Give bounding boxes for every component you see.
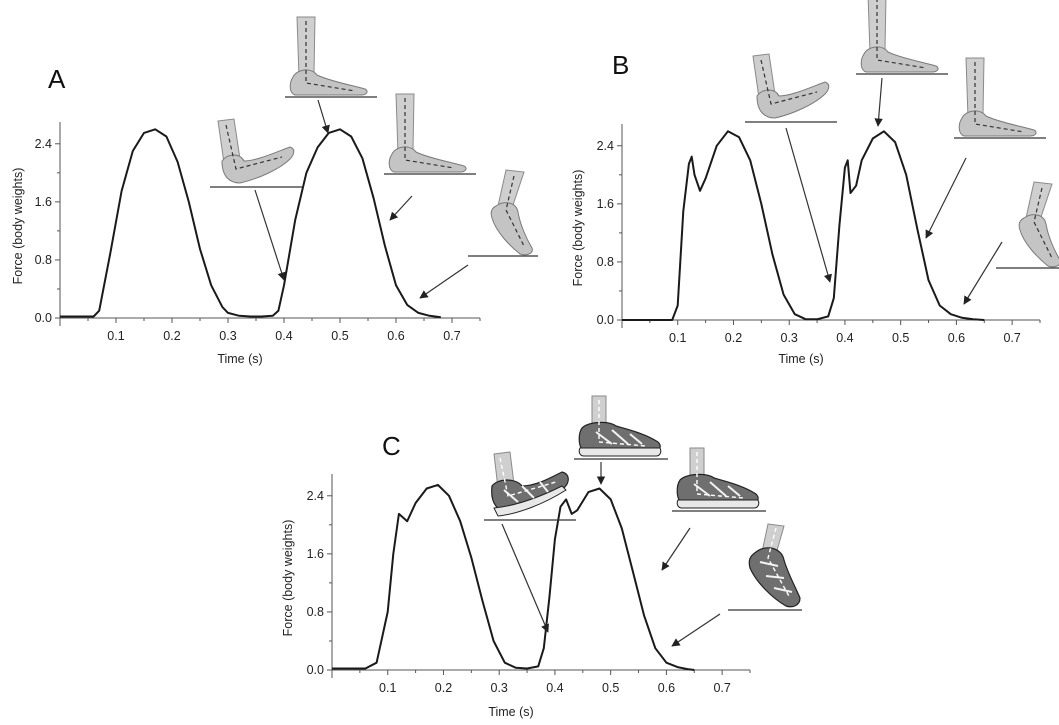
foot-late-stance-icon	[383, 93, 477, 175]
panel-c-x-tick-label: 0.4	[546, 681, 563, 695]
panel-a-illustrations	[209, 16, 539, 299]
panel-c-letter: C	[382, 431, 401, 461]
panel-b-y-axis-title: Force (body weights)	[571, 170, 585, 287]
panel-c-y-tick-label: 2.4	[307, 489, 324, 503]
panel-a-y-axis-title: Force (body weights)	[11, 168, 25, 285]
foot-forefoot-strike-icon	[744, 53, 838, 123]
foot-mid-stance-icon	[284, 16, 378, 98]
panel-a-x-tick-label: 0.1	[107, 329, 124, 343]
panel-b-y-tick-label: 0.8	[597, 255, 614, 269]
panel-a-x-tick-label: 0.2	[163, 329, 180, 343]
panel-b-x-tick-label: 0.4	[836, 331, 853, 345]
arrow-mid-stance	[317, 99, 330, 134]
panel-b: B 0.1 0.2 0.3 0.4 0.5 0.6 0.7 0.0 0.8 1.6 2.4 Time …	[571, 0, 1059, 366]
foot-toe-off-icon	[995, 181, 1059, 269]
panel-c: C 0.1 0.2 0.3 0.4 0.5 0.6 0.7 0.0 0.8 1.6 2.4 Time …	[281, 395, 803, 719]
arrow-toe-off	[963, 241, 1003, 305]
panel-c-y-axis-title: Force (body weights)	[281, 520, 295, 637]
panel-a-x-axis-title: Time (s)	[217, 352, 262, 366]
panel-c-x-tick-label: 0.2	[435, 681, 452, 695]
panel-c-plot: 0.1 0.2 0.3 0.4 0.5 0.6 0.7 0.0 0.8 1.6 2.4 Time (s…	[281, 474, 751, 719]
panel-b-x-tick-label: 0.7	[1003, 331, 1020, 345]
panel-a: A 0.1 0.2 0.3 0.4 0.5 0.6 0.7 0.0 0.8 1.6 2.4 Time …	[11, 16, 539, 366]
panel-c-x-tick-label: 0.6	[658, 681, 675, 695]
foot-heel-strike-icon	[209, 118, 303, 188]
arrow-late-stance	[925, 157, 967, 239]
shoe-mid-stance-icon	[573, 395, 669, 460]
panel-b-y-tick-label: 0.0	[597, 313, 614, 327]
panel-c-illustrations	[483, 395, 803, 647]
panel-b-x-tick-label: 0.6	[948, 331, 965, 345]
panel-b-force-curve	[622, 130, 985, 321]
shoe-heel-strike-icon	[483, 451, 577, 521]
panel-a-y-tick-label: 0.8	[35, 253, 52, 267]
panel-a-y-tick-label: 0.0	[35, 311, 52, 325]
panel-a-x-tick-label: 0.5	[331, 329, 348, 343]
panel-b-x-tick-label: 0.3	[781, 331, 798, 345]
panel-b-plot: 0.1 0.2 0.3 0.4 0.5 0.6 0.7 0.0 0.8 1.6 2.4 Time (s…	[571, 124, 1041, 366]
panel-a-x-tick-label: 0.6	[387, 329, 404, 343]
arrow-mid-stance	[874, 77, 883, 127]
panel-c-x-axis-title: Time (s)	[488, 705, 533, 719]
foot-late-stance-icon	[953, 57, 1047, 139]
arrow-late-stance	[389, 195, 413, 221]
panel-c-x-tick-label: 0.1	[379, 681, 396, 695]
panel-a-force-curve	[60, 128, 441, 319]
arrow-toe-off	[419, 264, 469, 299]
panel-b-illustrations	[744, 0, 1059, 305]
panel-b-x-tick-label: 0.2	[725, 331, 742, 345]
panel-c-y-tick-label: 1.6	[307, 547, 324, 561]
arrow-toe-off	[671, 613, 721, 647]
arrow-forefoot-strike	[785, 127, 832, 283]
panel-a-letter: A	[48, 64, 66, 94]
panel-c-x-tick-label: 0.5	[602, 681, 619, 695]
panel-b-y-tick-label: 1.6	[597, 197, 614, 211]
panel-c-x-tick-label: 0.7	[713, 681, 730, 695]
panel-a-y-tick-label: 1.6	[35, 195, 52, 209]
arrow-heel-strike	[254, 189, 286, 281]
panel-c-y-tick-label: 0.8	[307, 605, 324, 619]
panel-c-x-tick-label: 0.3	[491, 681, 508, 695]
panel-b-x-axis-title: Time (s)	[778, 352, 823, 366]
foot-mid-stance-icon	[855, 0, 949, 75]
panel-a-x-tick-label: 0.4	[275, 329, 292, 343]
foot-toe-off-icon	[467, 169, 539, 257]
panel-a-x-tick-label: 0.7	[443, 329, 460, 343]
arrow-heel-strike	[501, 523, 549, 633]
shoe-late-stance-icon	[671, 447, 767, 512]
arrow-late-stance	[661, 527, 691, 571]
panel-b-x-tick-label: 0.1	[669, 331, 686, 345]
panel-b-y-tick-label: 2.4	[597, 139, 614, 153]
panel-b-letter: B	[612, 50, 629, 80]
panel-a-plot: 0.1 0.2 0.3 0.4 0.5 0.6 0.7 0.0 0.8 1.6 2.4 Time (s…	[11, 122, 481, 366]
shoe-toe-off-icon	[727, 523, 803, 611]
panel-c-y-tick-label: 0.0	[307, 663, 324, 677]
panel-c-force-curve	[332, 483, 695, 671]
panel-a-y-tick-label: 2.4	[35, 137, 52, 151]
panel-b-x-tick-label: 0.5	[892, 331, 909, 345]
panel-a-x-tick-label: 0.3	[219, 329, 236, 343]
